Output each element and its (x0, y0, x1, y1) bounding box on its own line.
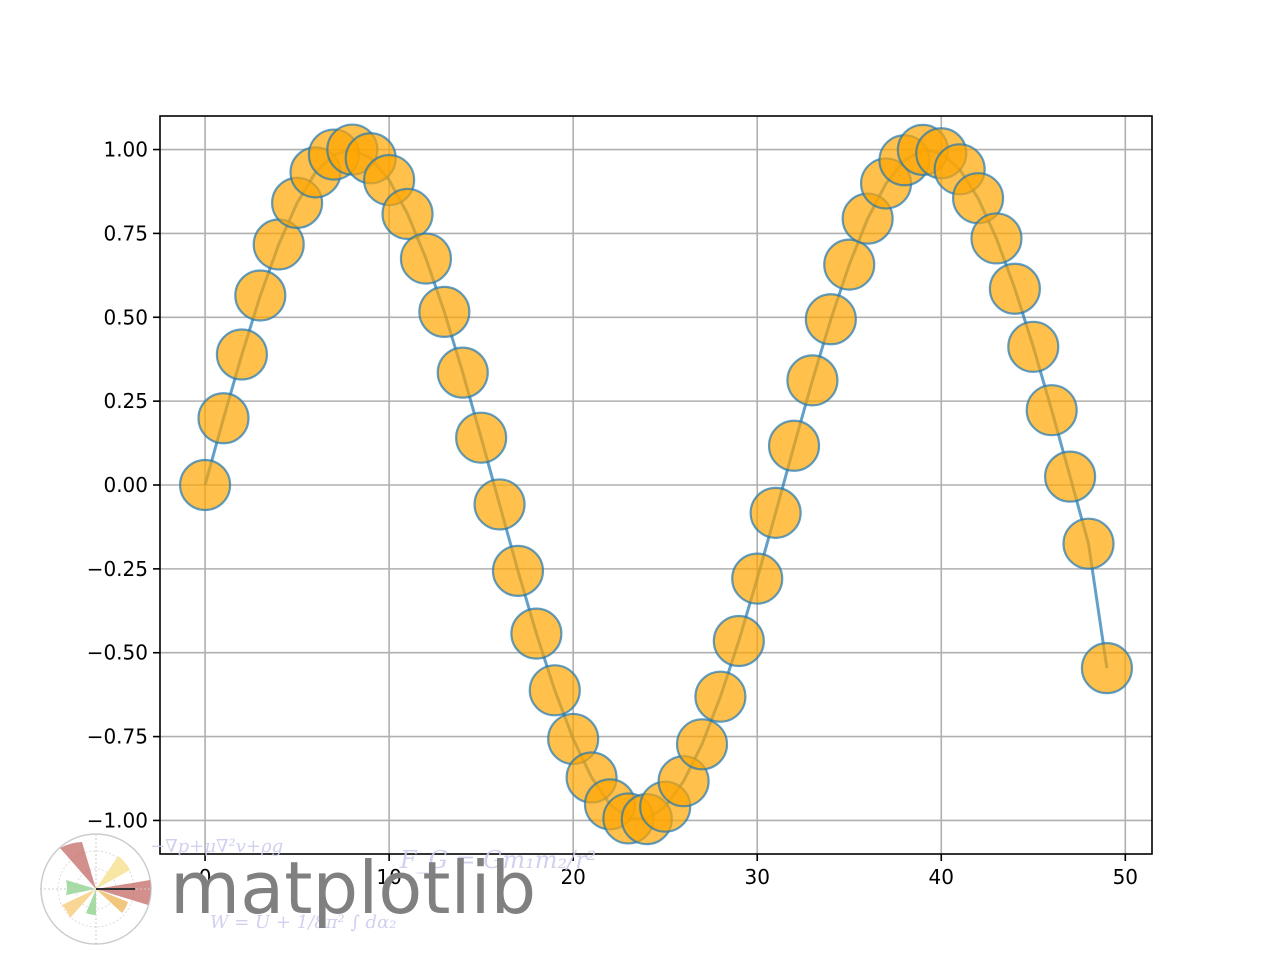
data-markers (178, 123, 1134, 846)
y-tick-label: 1.00 (103, 138, 148, 162)
data-point (418, 285, 471, 339)
data-point (234, 269, 287, 322)
data-point (399, 232, 453, 285)
logo-formula-background: −∇p+μ∇²v+ρg F_G = Gm₁m₂/r² W = U + 1/8π²… (150, 836, 596, 933)
data-point (786, 354, 839, 407)
data-point (528, 664, 581, 717)
data-point (436, 346, 489, 399)
logo-formula-3: W = U + 1/8π² ∫ dα₂ (210, 912, 396, 933)
data-point (473, 478, 526, 531)
data-point (804, 293, 857, 346)
data-point (988, 262, 1041, 315)
y-tick-label: −1.00 (87, 808, 148, 832)
ticks: 0 10 20 30 40 50 −1.00 −0.75 −0.50 −0.25 0.00 0.25 0… (87, 138, 1138, 889)
data-point (749, 486, 802, 539)
data-point (178, 458, 232, 512)
data-point (491, 544, 545, 597)
x-tick-label: 10 (376, 865, 401, 889)
data-point (712, 614, 765, 668)
y-tick-label: 0.00 (103, 473, 148, 497)
x-tick-label: 30 (744, 865, 769, 889)
y-tick-label: −0.25 (87, 557, 148, 581)
y-tick-label: 0.50 (103, 305, 148, 329)
polar-chart-icon (40, 833, 152, 945)
logo-text: matplotlib (170, 846, 536, 930)
data-point (675, 718, 729, 771)
logo-formula-2: F_G = Gm₁m₂/r² (399, 846, 596, 874)
x-tick-label: 50 (1113, 865, 1138, 889)
data-point (1062, 517, 1115, 570)
data-point (1044, 450, 1097, 503)
data-point (767, 419, 821, 472)
logo-formula-1: −∇p+μ∇²v+ρg (150, 836, 283, 857)
x-tick-label: 0 (199, 865, 212, 889)
x-tick-label: 20 (560, 865, 585, 889)
data-point (197, 392, 250, 445)
data-point (731, 552, 784, 605)
data-point (510, 607, 563, 660)
data-point (1025, 384, 1078, 437)
data-point (1080, 642, 1134, 695)
matplotlib-logo: −∇p+μ∇²v+ρg F_G = Gm₁m₂/r² W = U + 1/8π²… (40, 833, 596, 945)
data-point (455, 411, 508, 464)
y-tick-label: −0.75 (87, 725, 148, 749)
x-tick-label: 40 (929, 865, 954, 889)
data-point (1007, 320, 1060, 373)
y-tick-label: 0.75 (103, 221, 148, 245)
data-point (381, 187, 434, 241)
y-tick-label: −0.50 (87, 641, 148, 665)
data-point (970, 212, 1023, 265)
grid (160, 116, 1152, 854)
y-tick-label: 0.25 (103, 389, 148, 413)
data-point (823, 238, 876, 291)
data-point (694, 670, 747, 723)
data-point (215, 328, 268, 381)
